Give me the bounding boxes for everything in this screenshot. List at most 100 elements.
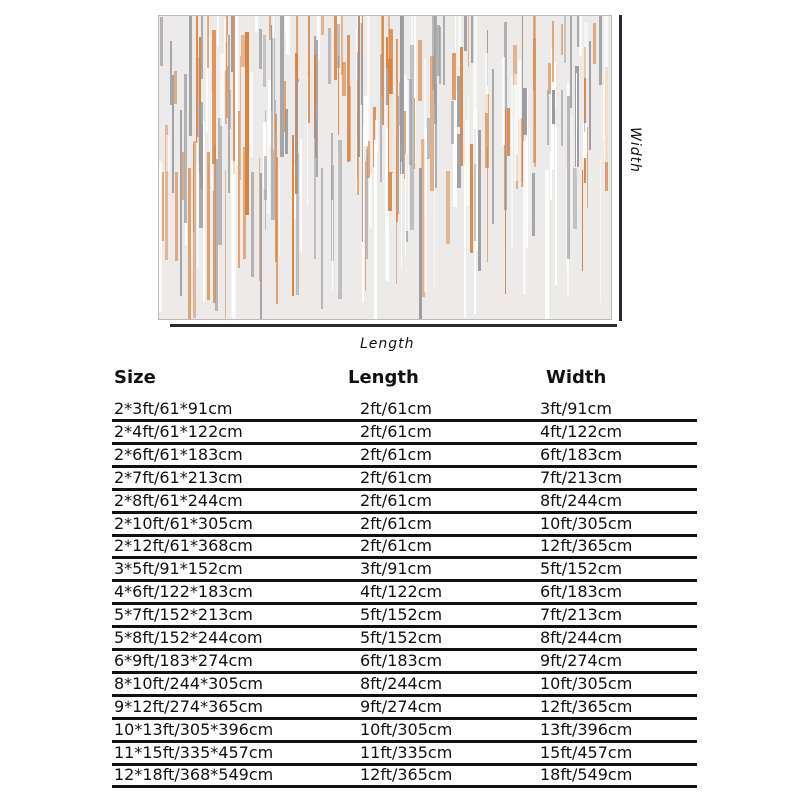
size-cell: 5*7ft/152*213cm [114,605,253,625]
rug-streak [174,70,177,104]
rug-streak [567,95,570,259]
rug-streak [188,167,191,319]
width-dimension-line [619,15,622,321]
width-cell: 8ft/244cm [540,490,623,510]
rug-streak [560,23,564,56]
rug-streak [279,167,281,255]
rug-streak [491,68,494,224]
length-cell: 12ft/365cm [360,765,453,785]
length-cell: 10ft/305cm [360,719,453,739]
rug-streak [445,171,450,244]
rug-streak [436,24,441,76]
rug-streak [232,16,235,175]
rug-streak [195,16,199,144]
header-size: Size [114,367,156,388]
size-cell: 3*5ft/91*152cm [114,559,243,579]
rug-streak [215,159,218,312]
size-cell: 6*9ft/183*274cm [114,650,253,670]
rug-streak [231,161,236,319]
rug-streak [320,16,325,35]
rug-streak [315,40,319,178]
rug-streak [228,34,231,194]
rug-streak [463,16,467,51]
rug-streak [473,128,477,241]
rug-streak [460,47,463,167]
table-row: 4*6ft/122*183cm 4ft/122cm 6ft/183cm [112,582,697,606]
table-row: 5*7ft/152*213cm 5ft/152cm 7ft/213cm [112,605,697,629]
length-cell: 2ft/61cm [360,490,432,510]
rug-streak [369,174,373,229]
rug-streak [521,117,525,188]
table-row: 2*4ft/61*122cm 2ft/61cm 4ft/122cm [112,422,697,445]
size-cell: 2*7ft/61*213cm [114,467,243,487]
table-row: 8*10ft/244*305cm 8ft/244cm 10ft/305cm [112,674,697,697]
width-label: Width [626,127,643,173]
rug-streak [230,16,233,73]
rug-streak [552,20,555,82]
rug-streak [337,23,340,69]
width-cell: 8ft/244cm [540,628,623,647]
rug-streak [160,171,164,242]
rug-streak [284,16,287,34]
rug-streak [255,16,258,33]
rug-streak [192,141,196,318]
rug-streak [484,53,488,113]
rug-streak [586,127,588,209]
rug-streak [314,104,317,260]
rug-streak [220,52,224,127]
rug-streak [229,89,231,129]
rug-streak [297,16,299,80]
length-cell: 8ft/244cm [360,673,443,693]
rug-streak [502,56,506,146]
rug-streak [396,38,398,223]
rug-streak [505,108,507,294]
rug-streak [365,161,367,291]
rug-streak [598,16,602,86]
rug-streak [522,16,524,182]
table-row: 2*3ft/61*91cm 2ft/61cm 3ft/91cm [112,399,697,422]
table-row: 2*8ft/61*244cm 2ft/61cm 8ft/244cm [112,491,697,514]
size-cell: 9*12ft/274*365cm [114,696,264,716]
rug-streak [291,134,295,297]
rug-streak [331,134,334,292]
rug-streak [552,90,556,124]
header-width: Width [546,367,607,388]
rug-streak [389,93,393,172]
rug-streak [388,16,391,120]
size-cell: 12*18ft/368*549cm [114,765,274,785]
rug-streak [269,16,272,40]
rug-streak [395,138,397,284]
size-cell: 2*12ft/61*368cm [114,536,253,556]
rug-streak [250,171,254,278]
rug-streak [566,169,568,266]
rug-streak [463,165,466,319]
rug-streak [313,54,317,138]
rug-streak [362,123,365,303]
rug-streak [430,56,434,191]
size-cell: 11*15ft/335*457cm [114,742,274,762]
rug-streak [455,16,457,114]
size-cell: 4*6ft/122*183cm [114,582,253,602]
rug-streak [262,35,266,88]
rug-streak [458,16,461,66]
table-row: 12*18ft/368*549cm 12ft/365cm 18ft/549cm [112,765,697,789]
rug-streak [531,172,536,237]
rug-streak [602,84,604,139]
rug-streak [316,16,321,61]
rug-streak [259,172,262,319]
rug-streak [223,18,227,72]
rug-streak [184,74,188,223]
rug-streak [308,16,310,123]
rug-streak [511,76,514,248]
rug-streak [514,73,518,181]
rug-streak [210,91,214,191]
rug-streak [327,28,332,85]
rug-streak [442,16,446,86]
rug-streak [403,111,407,179]
width-cell: 4ft/122cm [540,421,623,441]
rug-streak [564,16,567,63]
rug-streak [374,139,377,319]
rug-streak [583,122,588,159]
rug-streak [275,157,278,304]
rug-streak [570,114,572,223]
